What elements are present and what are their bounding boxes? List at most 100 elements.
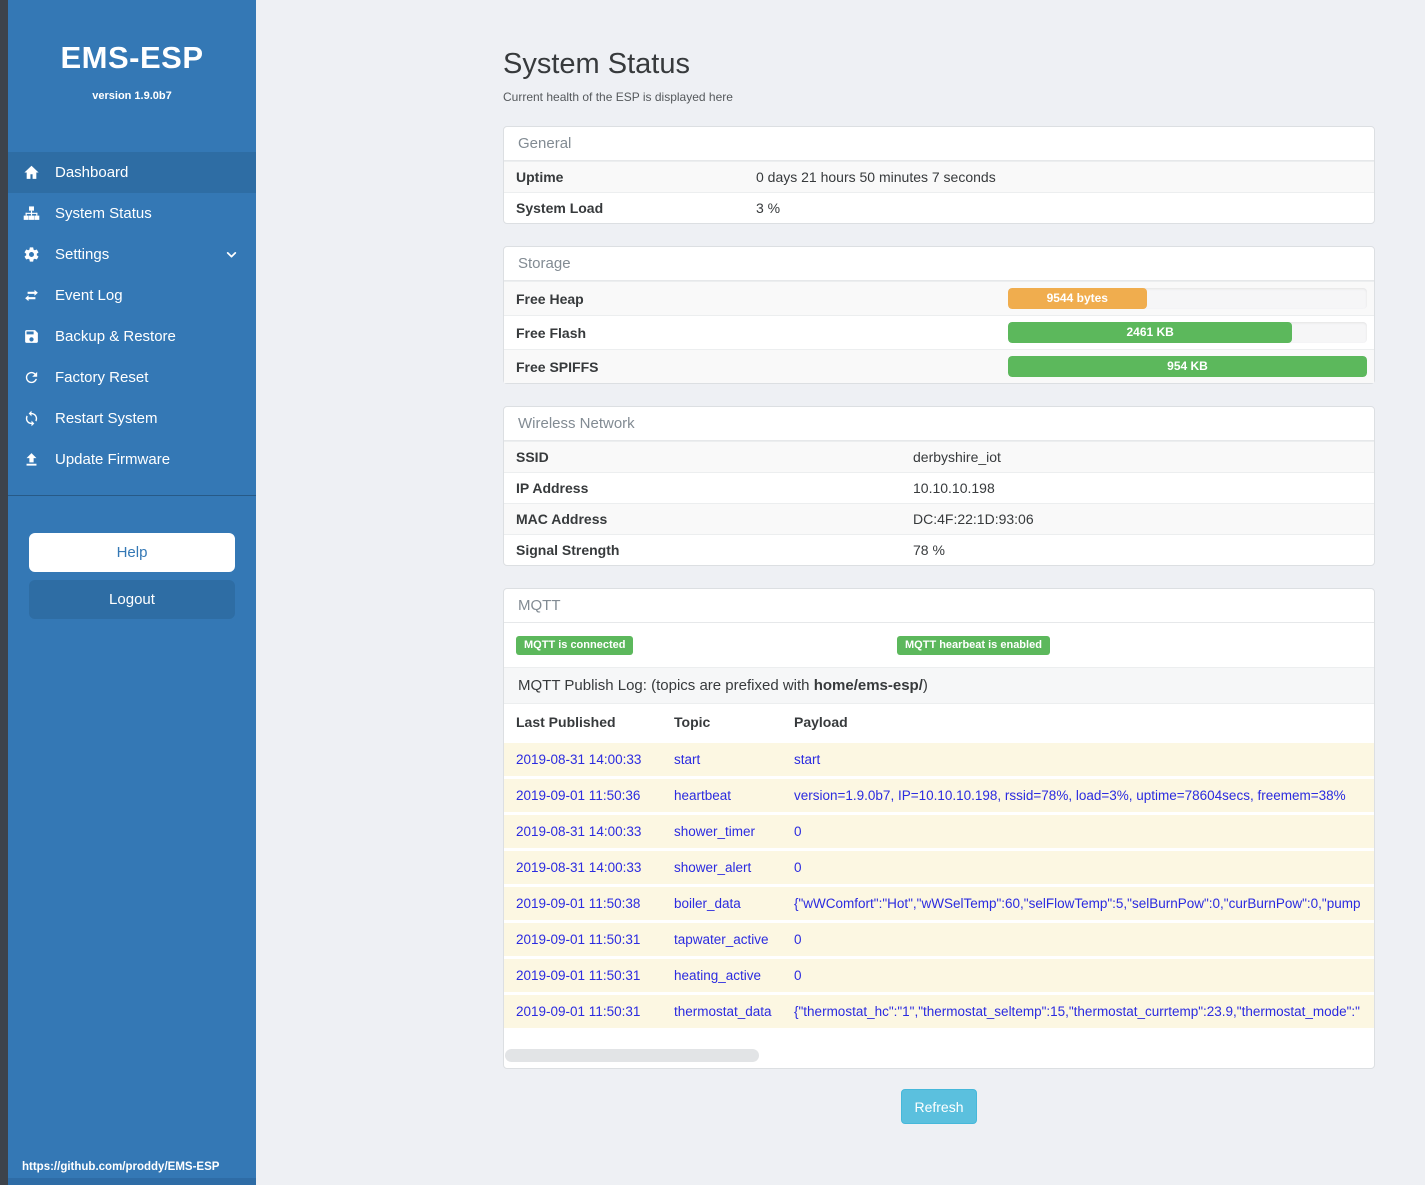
mqtt-status-row: MQTT is connected MQTT hearbeat is enabl… — [504, 623, 1374, 668]
row-value: DC:4F:22:1D:93:06 — [913, 511, 1034, 527]
table-row: 2019-08-31 14:00:33 shower_timer 0 — [504, 812, 1374, 850]
log-title-topic-prefix: home/ems-esp/ — [813, 677, 923, 694]
cell-last-published: 2019-09-01 11:50:38 — [504, 884, 662, 922]
row-value: 3 % — [756, 200, 781, 216]
sidebar-item-label: Dashboard — [55, 164, 129, 181]
progressbar-fill: 2461 KB — [1008, 322, 1293, 343]
row-label: Uptime — [516, 169, 564, 185]
sidebar-item-restart-system[interactable]: Restart System — [8, 398, 256, 439]
cell-payload: version=1.9.0b7, IP=10.10.10.198, rssid=… — [782, 776, 1374, 814]
sidebar-item-label: Settings — [55, 246, 110, 263]
exchange-icon — [23, 287, 47, 305]
refresh-button[interactable]: Refresh — [901, 1089, 977, 1124]
sidebar-nav: Dashboard System Status Settings Event L… — [8, 152, 256, 480]
row-label: Free SPIFFS — [516, 358, 599, 375]
mqtt-log-scroll-area: Last Published Topic Payload 2019-08-31 … — [504, 704, 1374, 1028]
cell-topic: tapwater_active — [662, 920, 782, 958]
horizontal-scrollbar-thumb[interactable] — [505, 1049, 759, 1062]
panel-wireless-header: Wireless Network — [504, 407, 1374, 441]
sidebar-item-event-log[interactable]: Event Log — [8, 275, 256, 316]
help-button[interactable]: Help — [29, 533, 235, 572]
free-spiffs-progressbar: 954 KB — [1008, 356, 1367, 377]
cell-payload: 0 — [782, 848, 1374, 886]
panel-mqtt: MQTT MQTT is connected MQTT hearbeat is … — [503, 588, 1375, 1069]
row-label: Signal Strength — [516, 542, 620, 558]
free-heap-progressbar: 9544 bytes — [1008, 288, 1367, 309]
cell-payload: start — [782, 740, 1374, 778]
panel-storage-header: Storage — [504, 247, 1374, 281]
sitemap-icon — [23, 205, 47, 223]
table-row: 2019-09-01 11:50:31 heating_active 0 — [504, 956, 1374, 994]
sidebar-item-label: Factory Reset — [55, 369, 149, 386]
row-value: derbyshire_iot — [913, 449, 1001, 465]
table-row: 2019-09-01 11:50:31 tapwater_active 0 — [504, 920, 1374, 958]
table-row: 2019-09-01 11:50:38 boiler_data {"wWComf… — [504, 884, 1374, 922]
row-value: 0 days 21 hours 50 minutes 7 seconds — [756, 169, 996, 185]
table-row: 2019-09-01 11:50:31 thermostat_data {"th… — [504, 992, 1374, 1028]
cell-payload: 0 — [782, 920, 1374, 958]
cell-last-published: 2019-09-01 11:50:31 — [504, 992, 662, 1028]
table-row: IP Address 10.10.10.198 — [504, 472, 1374, 503]
progressbar-fill: 9544 bytes — [1008, 288, 1147, 309]
upload-icon — [23, 451, 47, 469]
app-title: EMS-ESP — [60, 40, 204, 75]
sidebar-item-label: Backup & Restore — [55, 328, 176, 345]
row-label: SSID — [516, 449, 549, 465]
row-label: Free Flash — [516, 324, 587, 341]
sidebar-item-factory-reset[interactable]: Factory Reset — [8, 357, 256, 398]
column-header-last-published: Last Published — [504, 704, 662, 742]
sync-icon — [23, 410, 47, 428]
row-label: MAC Address — [516, 511, 608, 527]
home-icon — [23, 164, 47, 182]
horizontal-scrollbar[interactable] — [505, 1049, 1373, 1062]
mqtt-publish-log-table: Last Published Topic Payload 2019-08-31 … — [504, 704, 1374, 1028]
cell-last-published: 2019-09-01 11:50:36 — [504, 776, 662, 814]
row-value: 10.10.10.198 — [913, 480, 995, 496]
sidebar-item-label: System Status — [55, 205, 152, 222]
panel-storage: Storage Free Heap 9544 bytes Free Flash … — [503, 246, 1375, 384]
table-row: Free Flash 2461 KB — [504, 315, 1374, 349]
table-row: SSID derbyshire_iot — [504, 441, 1374, 472]
chevron-down-icon — [225, 248, 238, 265]
table-row: Free SPIFFS 954 KB — [504, 349, 1374, 383]
cell-topic: shower_alert — [662, 848, 782, 886]
mqtt-heartbeat-badge: MQTT hearbeat is enabled — [897, 636, 1050, 655]
page-subtitle: Current health of the ESP is displayed h… — [503, 90, 733, 104]
progressbar-fill: 954 KB — [1008, 356, 1367, 377]
cell-last-published: 2019-08-31 14:00:33 — [504, 740, 662, 778]
app-version: version 1.9.0b7 — [92, 90, 172, 102]
logout-button[interactable]: Logout — [29, 580, 235, 619]
column-header-payload: Payload — [782, 704, 1374, 742]
sidebar-item-system-status[interactable]: System Status — [8, 193, 256, 234]
sidebar: EMS-ESP version 1.9.0b7 Dashboard System… — [0, 0, 256, 1185]
log-title-suffix: ) — [922, 677, 928, 694]
main-content: System Status Current health of the ESP … — [503, 0, 1375, 1124]
row-value: 78 % — [913, 542, 945, 558]
cell-payload: {"wWComfort":"Hot","wWSelTemp":60,"selFl… — [782, 884, 1374, 922]
table-row: MAC Address DC:4F:22:1D:93:06 — [504, 503, 1374, 534]
sidebar-item-backup-restore[interactable]: Backup & Restore — [8, 316, 256, 357]
mqtt-publish-log-title: MQTT Publish Log: (topics are prefixed w… — [504, 668, 1374, 704]
cell-last-published: 2019-09-01 11:50:31 — [504, 956, 662, 994]
cell-topic: start — [662, 740, 782, 778]
brand: EMS-ESP version 1.9.0b7 — [8, 0, 256, 102]
cell-topic: heating_active — [662, 956, 782, 994]
cell-payload: 0 — [782, 956, 1374, 994]
gear-icon — [23, 246, 47, 264]
table-row: 2019-08-31 14:00:33 start start — [504, 740, 1374, 778]
sidebar-item-label: Event Log — [55, 287, 123, 304]
table-row: Uptime 0 days 21 hours 50 minutes 7 seco… — [504, 161, 1374, 192]
cell-topic: shower_timer — [662, 812, 782, 850]
table-row: 2019-08-31 14:00:33 shower_alert 0 — [504, 848, 1374, 886]
cell-payload: 0 — [782, 812, 1374, 850]
log-title-prefix: MQTT Publish Log: (topics are prefixed w… — [518, 677, 814, 694]
sidebar-item-update-firmware[interactable]: Update Firmware — [8, 439, 256, 480]
sidebar-item-dashboard[interactable]: Dashboard — [8, 152, 256, 193]
sidebar-item-settings[interactable]: Settings — [8, 234, 256, 275]
github-link[interactable]: https://github.com/proddy/EMS-ESP — [22, 1161, 220, 1173]
cell-last-published: 2019-08-31 14:00:33 — [504, 848, 662, 886]
sidebar-item-label: Restart System — [55, 410, 158, 427]
cell-payload: {"thermostat_hc":"1","thermostat_seltemp… — [782, 992, 1374, 1028]
cell-topic: heartbeat — [662, 776, 782, 814]
column-header-topic: Topic — [662, 704, 782, 742]
